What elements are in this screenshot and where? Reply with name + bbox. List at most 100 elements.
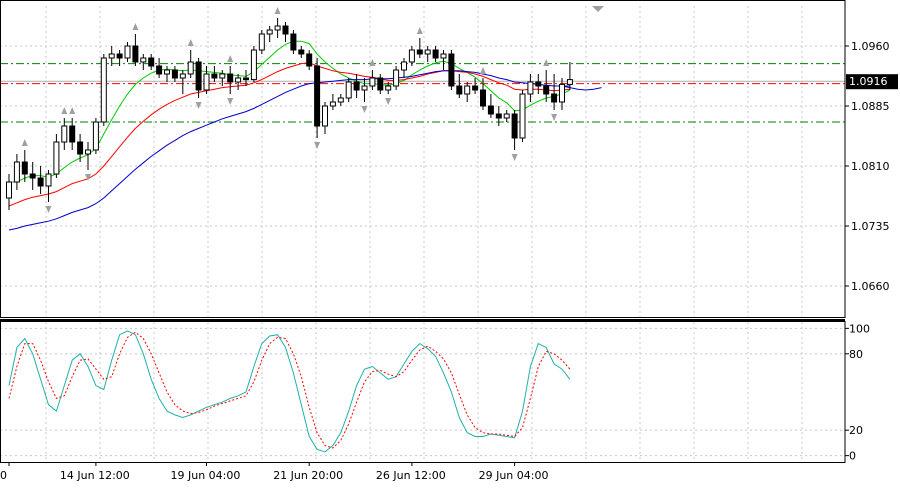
candle-bearish bbox=[480, 89, 486, 107]
oscillator-tick-label: 100 bbox=[849, 322, 870, 335]
price-tick-label: 1.0810 bbox=[851, 160, 890, 173]
price-tick-label: 1.0885 bbox=[851, 100, 890, 113]
main-panel-border bbox=[0, 0, 846, 318]
fractal-up-marker bbox=[21, 139, 28, 146]
stochastic-main-line bbox=[8, 330, 571, 453]
candle-bearish bbox=[456, 85, 463, 95]
candle-bearish bbox=[298, 49, 305, 55]
grid bbox=[0, 6, 845, 462]
fractal-up-marker bbox=[480, 67, 486, 74]
candle-bullish bbox=[85, 149, 91, 155]
candle-bullish bbox=[408, 49, 415, 63]
candle-bearish bbox=[543, 85, 550, 95]
fractal-up-marker bbox=[132, 23, 139, 30]
candle-bearish bbox=[487, 105, 494, 115]
price-tick-label: 1.0960 bbox=[851, 40, 890, 53]
fractal-up-marker bbox=[69, 107, 76, 114]
candle-bearish bbox=[243, 77, 249, 81]
chart-shift-marker bbox=[592, 6, 604, 12]
fractal-down-marker bbox=[227, 98, 234, 105]
time-tick-label: 14 Jun 12:00 bbox=[60, 469, 130, 482]
time-tick-label: 21 Jun 20:00 bbox=[273, 469, 343, 482]
candle-bullish bbox=[250, 49, 257, 81]
moving-average-line bbox=[561, 85, 602, 91]
current-price-tag: 1.0916 bbox=[846, 74, 898, 90]
candle-bullish bbox=[385, 85, 392, 91]
candle-bullish bbox=[519, 93, 526, 139]
candle-bullish bbox=[45, 173, 52, 187]
candle-bullish bbox=[203, 73, 210, 91]
candle-bearish bbox=[511, 113, 518, 139]
candle-bullish bbox=[53, 141, 60, 175]
fractal-up-marker bbox=[61, 107, 68, 114]
fractal-down-marker bbox=[385, 98, 392, 105]
candle-bullish bbox=[266, 29, 273, 35]
candle-bearish bbox=[156, 65, 163, 75]
moving-average-line bbox=[9, 40, 571, 183]
candle-bullish bbox=[503, 113, 510, 119]
candle-bearish bbox=[21, 161, 28, 175]
current-price-box bbox=[846, 74, 898, 90]
candle-bullish bbox=[13, 161, 20, 183]
candle-bullish bbox=[337, 97, 344, 103]
candle-bearish bbox=[77, 141, 84, 155]
candle-bullish bbox=[164, 69, 170, 75]
candle-bullish bbox=[61, 125, 68, 143]
candle-bearish bbox=[432, 49, 439, 59]
candle-bullish bbox=[6, 181, 12, 199]
moving-averages bbox=[8, 40, 602, 231]
oscillator-tick-label: 20 bbox=[849, 424, 863, 437]
candle-bullish bbox=[329, 101, 336, 107]
candle-bearish bbox=[495, 113, 502, 119]
moving-average-line bbox=[8, 62, 570, 207]
candle-bullish bbox=[345, 81, 352, 99]
candle-bullish bbox=[92, 121, 99, 151]
time-tick-label: 19 Jun 04:00 bbox=[171, 469, 241, 482]
fractal-down-marker bbox=[45, 206, 52, 213]
candle-bearish bbox=[290, 33, 297, 51]
fractal-down-marker bbox=[511, 154, 518, 161]
moving-average-line bbox=[8, 70, 570, 231]
fractal-down-marker bbox=[85, 174, 91, 181]
candle-bullish bbox=[559, 83, 565, 103]
fractal-up-marker bbox=[369, 59, 376, 66]
candle-bearish bbox=[116, 53, 123, 59]
fractal-down-marker bbox=[195, 102, 202, 109]
price-tick-label: 1.0735 bbox=[851, 220, 890, 233]
candle-bearish bbox=[416, 49, 423, 55]
candle-bullish bbox=[179, 73, 186, 79]
candle-bearish bbox=[227, 73, 234, 83]
candlesticks bbox=[6, 7, 573, 213]
candle-bearish bbox=[448, 53, 455, 87]
candle-bearish bbox=[211, 73, 218, 79]
candle-bearish bbox=[69, 125, 76, 143]
candle-bearish bbox=[37, 177, 44, 187]
chart-frame bbox=[0, 0, 846, 463]
candle-bullish bbox=[140, 57, 147, 63]
candle-bearish bbox=[195, 61, 202, 91]
oscillator-tick-label: 80 bbox=[849, 348, 863, 361]
candle-bearish bbox=[353, 81, 360, 91]
candle-bullish bbox=[187, 61, 194, 75]
candle-bearish bbox=[282, 25, 289, 35]
candle-bearish bbox=[29, 173, 36, 179]
candle-bullish bbox=[124, 45, 131, 59]
candle-bearish bbox=[148, 57, 155, 67]
fractal-up-marker bbox=[187, 39, 194, 46]
candle-bullish bbox=[361, 85, 368, 91]
time-tick-label: 29 Jun 04:00 bbox=[479, 469, 549, 482]
fractal-down-marker bbox=[361, 106, 368, 113]
candle-bearish bbox=[551, 93, 558, 103]
candle-bullish bbox=[401, 61, 407, 71]
price-tick-label: 1.0660 bbox=[851, 280, 890, 293]
oscillator-axis: 100 80 20 0 bbox=[845, 322, 870, 463]
candle-bearish bbox=[306, 53, 313, 67]
candle-bearish bbox=[132, 45, 139, 63]
candle-bearish bbox=[171, 69, 178, 79]
fractal-down-marker bbox=[551, 114, 558, 121]
time-tick-label: 26 Jun 12:00 bbox=[376, 469, 446, 482]
candle-bearish bbox=[472, 85, 479, 91]
candle-bullish bbox=[108, 53, 115, 59]
fractal-up-marker bbox=[227, 55, 234, 62]
